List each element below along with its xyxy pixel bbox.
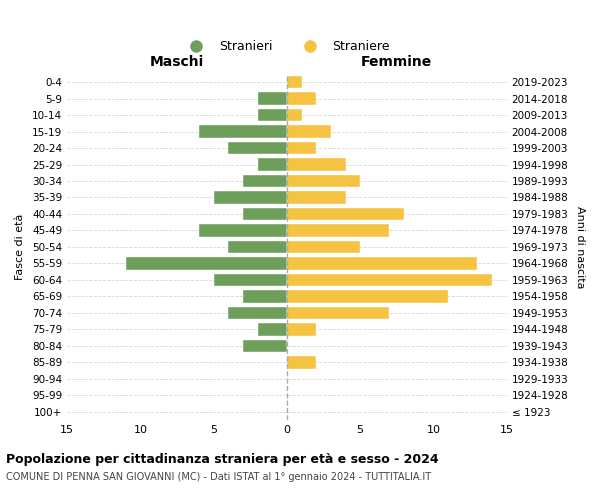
Bar	[287, 323, 316, 336]
Bar	[287, 126, 331, 138]
Bar	[125, 258, 287, 270]
Bar	[214, 192, 287, 203]
Y-axis label: Fasce di età: Fasce di età	[15, 214, 25, 280]
Text: Popolazione per cittadinanza straniera per età e sesso - 2024: Popolazione per cittadinanza straniera p…	[6, 452, 439, 466]
Bar	[199, 224, 287, 236]
Bar	[228, 142, 287, 154]
Bar	[287, 175, 360, 187]
Bar	[287, 274, 492, 286]
Bar	[287, 241, 360, 253]
Bar	[243, 340, 287, 352]
Bar	[257, 158, 287, 170]
Bar	[287, 192, 346, 203]
Bar	[287, 158, 346, 170]
Bar	[287, 307, 389, 319]
Bar	[287, 142, 316, 154]
Y-axis label: Anni di nascita: Anni di nascita	[575, 206, 585, 288]
Bar	[199, 126, 287, 138]
Bar	[287, 290, 448, 302]
Bar	[214, 274, 287, 286]
Bar	[257, 92, 287, 104]
Bar	[287, 92, 316, 104]
Bar	[287, 258, 478, 270]
Bar	[287, 356, 316, 368]
Bar	[243, 208, 287, 220]
Text: COMUNE DI PENNA SAN GIOVANNI (MC) - Dati ISTAT al 1° gennaio 2024 - TUTTITALIA.I: COMUNE DI PENNA SAN GIOVANNI (MC) - Dati…	[6, 472, 431, 482]
Bar	[287, 224, 389, 236]
Legend: Stranieri, Straniere: Stranieri, Straniere	[179, 35, 395, 58]
Bar	[257, 109, 287, 121]
Bar	[287, 76, 302, 88]
Bar	[243, 175, 287, 187]
Text: Femmine: Femmine	[361, 55, 433, 69]
Bar	[243, 290, 287, 302]
Bar	[228, 307, 287, 319]
Bar	[257, 323, 287, 336]
Bar	[287, 208, 404, 220]
Text: Maschi: Maschi	[150, 55, 204, 69]
Bar	[287, 109, 302, 121]
Bar	[228, 241, 287, 253]
